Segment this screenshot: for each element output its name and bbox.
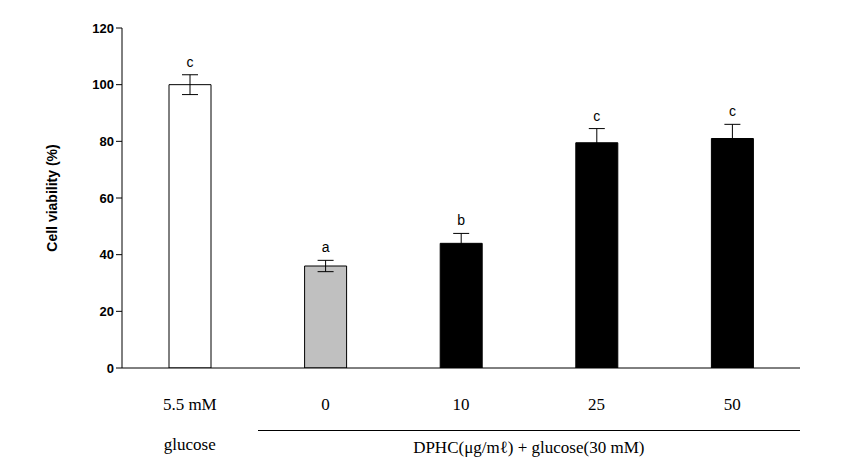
svg-text:80: 80 xyxy=(100,134,114,149)
svg-text:120: 120 xyxy=(92,21,114,36)
svg-text:glucose: glucose xyxy=(164,435,216,454)
svg-text:5.5 mM: 5.5 mM xyxy=(163,395,217,414)
svg-text:c: c xyxy=(593,108,600,124)
svg-text:c: c xyxy=(729,103,736,119)
svg-text:60: 60 xyxy=(100,191,114,206)
svg-text:0: 0 xyxy=(321,395,330,414)
svg-text:10: 10 xyxy=(453,395,470,414)
svg-text:40: 40 xyxy=(100,247,114,262)
svg-text:b: b xyxy=(457,212,465,228)
svg-text:Cell viability (%): Cell viability (%) xyxy=(44,144,60,251)
svg-text:20: 20 xyxy=(100,304,114,319)
svg-text:0: 0 xyxy=(107,361,114,376)
svg-text:c: c xyxy=(187,54,194,70)
svg-text:25: 25 xyxy=(588,395,605,414)
svg-text:50: 50 xyxy=(724,395,741,414)
svg-text:a: a xyxy=(322,239,330,255)
svg-text:100: 100 xyxy=(92,77,114,92)
html-text:DPHC(μg/mℓ) + glucose(30 mM): DPHC(μg/mℓ) + glucose(30 mM) xyxy=(413,438,645,457)
